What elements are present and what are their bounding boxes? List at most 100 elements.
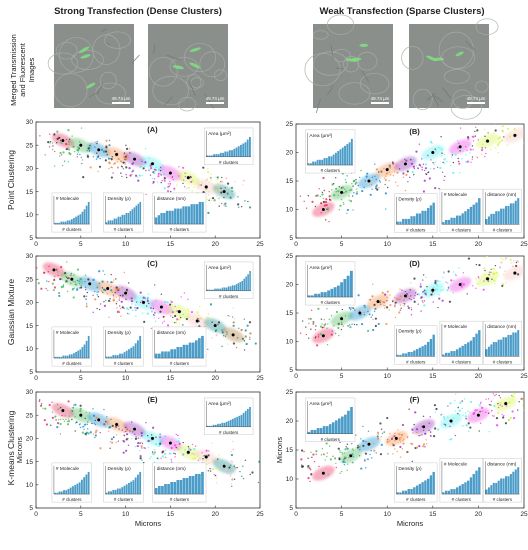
scatter-point: [123, 440, 126, 443]
x-tick-label: 20: [475, 511, 483, 518]
inset-bar: [137, 474, 139, 495]
scatter-point: [425, 443, 428, 445]
x-tick-label: 15: [429, 373, 437, 380]
inset-xlabel: # clusters: [452, 497, 472, 502]
scatter-point: [267, 338, 268, 339]
scatter-point: [25, 406, 26, 407]
inset-bar: [85, 340, 88, 359]
inset-bar: [63, 490, 65, 495]
scatter-point: [230, 453, 234, 457]
scatter-point: [513, 120, 514, 121]
scatter-point: [443, 162, 445, 164]
scatter-point: [157, 175, 160, 178]
scatter-point: [77, 151, 79, 153]
scatter-point: [153, 314, 156, 317]
scatter-point: [164, 300, 167, 303]
scatter-point: [391, 436, 394, 439]
inset-xlabel: # clusters: [219, 430, 239, 435]
inset-bar: [201, 471, 204, 495]
scatter-point: [422, 279, 424, 281]
scatter-point: [301, 464, 303, 466]
scatter-point: [71, 135, 73, 137]
inset-title: Area (μm²): [309, 265, 332, 271]
scatter-point: [146, 299, 149, 303]
scatter-point: [54, 150, 56, 153]
inset-bar: [413, 350, 416, 357]
scatter-point: [67, 420, 71, 423]
scatter-point: [236, 466, 238, 469]
scatter-point: [479, 402, 482, 405]
scatter-point: [231, 316, 234, 318]
scatter-point: [487, 132, 490, 135]
scatter-point: [66, 290, 69, 293]
scatter-point: [60, 265, 63, 269]
inset-density: Density (ρ)# clusters: [103, 326, 144, 367]
scatter-point: [422, 163, 425, 165]
x-tick-label: 15: [167, 241, 175, 248]
scatter-point: [491, 278, 493, 280]
scatter-point: [175, 446, 177, 449]
scatter-point: [51, 401, 53, 403]
scatter-point: [434, 279, 437, 283]
inset-bar: [421, 482, 424, 495]
scatter-point: [362, 439, 365, 443]
inset-bar: [179, 347, 183, 359]
scatter-point: [81, 159, 84, 161]
inset-bar: [244, 410, 247, 427]
scatter-point: [208, 191, 210, 193]
inset-bar: [225, 287, 228, 291]
inset-bar: [194, 473, 198, 495]
scatter-point: [169, 299, 172, 302]
scatter-point: [104, 273, 106, 276]
inset-bar: [182, 477, 186, 495]
inset-bar: [512, 203, 515, 225]
scatter-point: [87, 147, 90, 150]
scatter-point: [119, 294, 122, 297]
cluster-centroid: [321, 471, 326, 476]
scatter-point: [132, 169, 134, 171]
inset-bar: [426, 341, 430, 357]
scatter-point: [404, 189, 407, 192]
scatter-point: [410, 162, 414, 165]
scatter-point: [364, 180, 367, 182]
scatter-point: [346, 175, 348, 177]
scatter-point: [163, 320, 165, 322]
inset-bar: [62, 221, 65, 225]
scatter-point: [462, 272, 464, 274]
scatter-point: [113, 279, 115, 281]
scatter-point: [184, 175, 187, 178]
inset-bar: [312, 161, 315, 166]
scatter-point: [319, 325, 323, 328]
scatter-point: [76, 287, 78, 290]
scatter-point: [56, 421, 60, 425]
scatter-point: [64, 275, 67, 277]
scatter-point: [86, 150, 88, 152]
inset-bar: [154, 217, 158, 225]
scatter-point: [221, 331, 224, 334]
scatter-point: [141, 435, 143, 437]
scatter-point: [141, 447, 143, 449]
scatter-point: [323, 189, 325, 192]
scatter-point: [478, 277, 480, 279]
scatter-point: [385, 175, 387, 177]
inset-molecule: # Molecule# clusters: [51, 462, 92, 503]
scatter-point: [176, 318, 179, 321]
scatter-point: [482, 288, 485, 291]
scatter-point: [116, 307, 118, 309]
inset-title: distance (nm): [157, 330, 186, 336]
scatter-point: [452, 292, 455, 294]
microscopy-images: 49.74 μm 49.74 μm 49.74 μm 49.74 μm: [47, 14, 499, 120]
scatter-point: [67, 140, 71, 143]
inset-bar: [114, 355, 117, 359]
scatter-point: [497, 406, 500, 409]
scatter-point: [375, 185, 378, 188]
scatter-point: [410, 306, 413, 309]
scatter-point: [513, 127, 516, 131]
scatter-point: [493, 404, 496, 408]
scatter-point: [410, 442, 412, 445]
scatter-point: [417, 303, 419, 305]
scatter-point: [515, 120, 516, 121]
scatter-point: [153, 448, 156, 451]
scatter-point: [116, 301, 118, 303]
inset-title: # Molecule: [444, 461, 468, 467]
